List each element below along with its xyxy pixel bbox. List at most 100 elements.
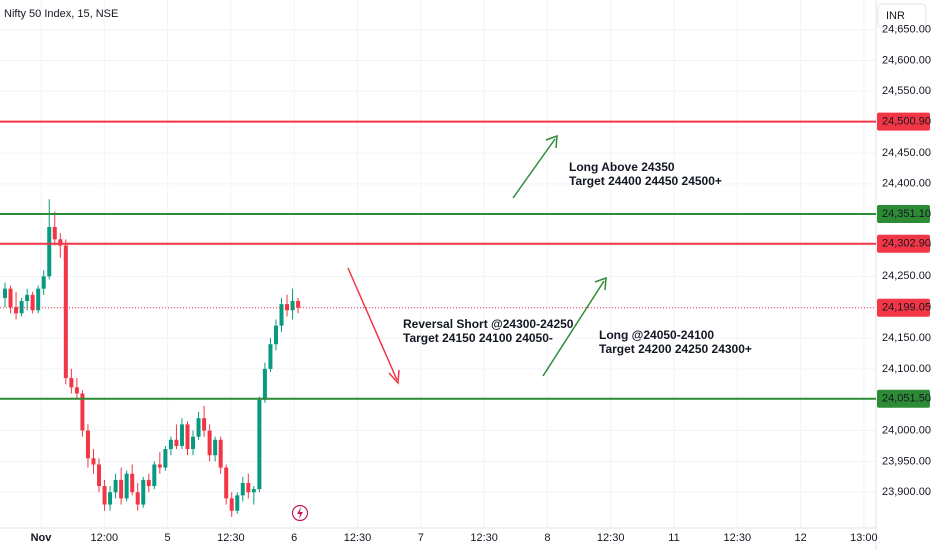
y-tick-label: 24,550.00 [882, 85, 931, 97]
alert-icon[interactable] [291, 504, 309, 522]
x-tick-label: 12:30 [724, 532, 752, 544]
y-tick-label: 24,650.00 [882, 24, 931, 36]
annotation: Long Above 24350 [569, 160, 675, 174]
arrow-head [594, 276, 607, 291]
x-tick-label: 6 [291, 532, 297, 544]
level-label-box [877, 298, 930, 317]
candle-body [157, 464, 162, 468]
x-tick-label: 12:30 [217, 532, 245, 544]
candle-body [191, 436, 196, 450]
candle-body [14, 307, 19, 314]
candle-body [240, 482, 245, 496]
level-label-box [877, 389, 930, 408]
candle-body [19, 301, 24, 314]
annotation: Target 24400 24450 24500+ [569, 174, 722, 188]
x-tick-label: 7 [418, 532, 424, 544]
candle-body [246, 482, 251, 493]
y-tick-label: 24,000.00 [882, 424, 931, 436]
candle-body [85, 430, 90, 459]
level-label-box [877, 234, 930, 253]
candle-body [119, 479, 124, 499]
candle-body [185, 424, 190, 450]
candle-body [262, 368, 267, 400]
candle-body [97, 464, 102, 487]
candle-body [58, 239, 63, 246]
x-tick-label: 12:00 [91, 532, 119, 544]
candle-body [163, 449, 168, 468]
candle-body [102, 486, 107, 505]
candle-body [218, 439, 223, 468]
candle-body [80, 393, 85, 431]
candle-body [124, 473, 129, 499]
candle-body [63, 245, 68, 379]
level-label: 24,051.50 [882, 393, 931, 405]
candle-body [213, 439, 218, 456]
annotation: Target 24150 24100 24050- [403, 331, 553, 345]
candle-body [268, 344, 273, 369]
candle-body [285, 304, 290, 311]
candle-body [41, 276, 46, 289]
x-tick-label: Nov [31, 532, 53, 544]
y-tick-label: 24,150.00 [882, 332, 931, 344]
candle-body [257, 399, 262, 490]
candle-body [52, 226, 57, 240]
chart-title: Nifty 50 Index, 15, NSE [4, 8, 118, 20]
x-tick-label: 8 [544, 532, 550, 544]
candle-body [135, 492, 140, 505]
candle-body [174, 439, 179, 446]
arrow [512, 138, 556, 199]
candle-body [168, 439, 173, 450]
candle-body [3, 288, 7, 298]
level-label: 24,500.90 [882, 115, 931, 127]
candle-body [108, 492, 113, 505]
level-label-box [877, 204, 930, 223]
candle-body [91, 458, 96, 465]
y-tick-label: 23,900.00 [882, 486, 931, 498]
annotation: Target 24200 24250 24300+ [599, 342, 752, 356]
candle-body [141, 479, 146, 505]
candle-body [273, 325, 278, 345]
candle-body [290, 301, 295, 311]
annotation: Long @24050-24100 [599, 328, 714, 342]
arrow-head [545, 134, 558, 149]
candle-body [296, 301, 301, 308]
candle-body [146, 479, 151, 487]
x-tick-label: 5 [165, 532, 171, 544]
x-tick-label: 11 [668, 532, 679, 544]
x-tick-label: 13:00 [850, 532, 878, 544]
y-tick-label: 23,950.00 [882, 455, 931, 467]
annotation: Reversal Short @24300-24250 [403, 317, 574, 331]
candle-body [130, 473, 135, 493]
candle-body [251, 489, 256, 493]
x-tick-label: 12 [794, 532, 806, 544]
candle-body [229, 498, 234, 511]
y-tick-label: 24,100.00 [882, 363, 931, 375]
candle-body [207, 430, 212, 456]
candle-body [202, 418, 207, 431]
y-tick-label: 24,400.00 [882, 178, 931, 190]
candle-body [69, 378, 74, 388]
candle-body [74, 387, 79, 394]
y-tick-label: 24,600.00 [882, 54, 931, 66]
arrow [542, 280, 605, 377]
y-tick-label: 24,250.00 [882, 270, 931, 282]
candle-body [224, 467, 229, 499]
x-tick-label: 12:30 [470, 532, 498, 544]
candle-body [36, 288, 41, 311]
candle-body [279, 304, 284, 326]
x-tick-label: 12:30 [344, 532, 372, 544]
candle-body [196, 418, 201, 437]
candle-body [30, 294, 35, 311]
candle-body [152, 464, 157, 487]
x-tick-label: 12:30 [597, 532, 625, 544]
arrow-head [388, 369, 400, 385]
candle-body [47, 226, 52, 277]
level-label: 24,351.10 [882, 208, 931, 220]
candle-body [25, 294, 30, 302]
level-label-box [877, 112, 930, 131]
currency-label: INR [886, 10, 905, 22]
candle-body [179, 424, 184, 446]
currency-button[interactable] [877, 3, 927, 29]
